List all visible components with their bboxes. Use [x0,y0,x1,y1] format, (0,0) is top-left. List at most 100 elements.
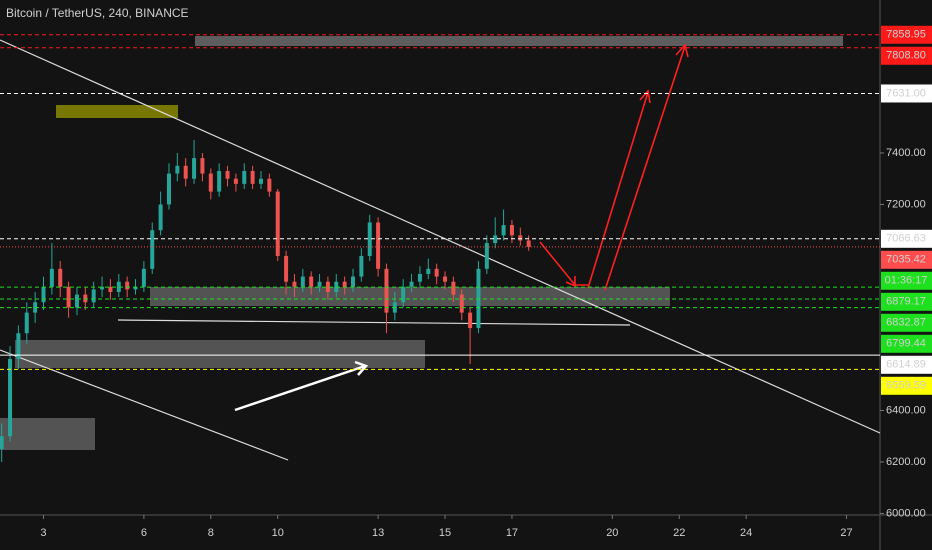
candle-body [74,294,79,308]
candle-body [58,268,63,287]
candle-body [317,281,322,287]
trendline [117,319,631,326]
candle-body [284,255,289,282]
candle-body [8,358,13,437]
candle-body [141,268,146,287]
candle-body [359,255,364,277]
price-label: 6614.89 [886,359,926,371]
x-tick-label: 22 [673,527,685,539]
candle-body [208,173,213,192]
price-label: 6799.44 [886,338,926,350]
price-label-bg [881,271,932,290]
candle-body [484,243,489,269]
candle-body [24,312,29,334]
candle-body [292,281,297,287]
price-label: 7858.95 [886,29,926,41]
candle-body [493,235,498,244]
candle-body [443,276,448,282]
x-tick-label: 24 [740,527,752,539]
candle-body [133,286,138,290]
candle-body [351,276,356,287]
y-tick-label: 7200.00 [886,198,926,210]
candle-body [175,165,180,174]
price-label: 6559.59 [886,380,926,392]
candle-body [250,170,255,184]
price-label: 7631.00 [886,87,926,99]
candle-body [233,178,238,184]
arrow [587,89,651,289]
candle-body [459,294,464,313]
candle-body [16,333,21,359]
candle-body [200,158,205,174]
candle-body [217,170,222,192]
y-tick-label: 6000.00 [886,507,926,519]
candle-body [192,158,197,179]
candle-body [342,281,347,287]
candle-body [100,286,105,290]
y-tick-label: 6200.00 [886,456,926,468]
drawings [0,36,881,461]
candle-body [468,312,473,329]
zone [195,36,843,46]
candle-body [66,286,71,308]
arrow [539,241,588,288]
price-label-bg [881,292,932,311]
candle-body [409,281,414,287]
candle-body [166,173,171,205]
candle-body [150,230,155,269]
price-label-bg [881,250,932,269]
y-tick-label: 7400.00 [886,147,926,159]
x-tick-label: 17 [506,527,518,539]
candle-body [526,240,531,247]
price-label: 6832.87 [886,317,926,329]
trendline [0,39,881,434]
x-tick-label: 8 [208,527,214,539]
candle-body [451,281,456,295]
price-label-bg [881,313,932,332]
x-tick-label: 10 [272,527,284,539]
candle-body [91,289,96,303]
zone [0,418,95,450]
trendline [0,349,289,461]
candle-body [83,294,88,303]
candle-body [426,268,431,274]
candle-body [275,191,280,256]
candle-body [158,204,163,231]
price-label-bg [881,376,932,395]
y-tick-label: 6400.00 [886,404,926,416]
candle-body [183,165,188,179]
candle-body [49,268,54,287]
price-label: 01:36:17 [885,275,928,287]
chart-title: Bitcoin / TetherUS, 240, BINANCE [6,6,189,20]
candle-body [41,286,46,303]
candle-body [0,436,4,450]
price-label: 7066.63 [886,233,926,245]
candle-body [384,268,389,313]
price-label: 6879.17 [886,296,926,308]
candle-body [300,276,305,287]
x-tick-label: 15 [439,527,451,539]
candle-body [108,286,113,293]
candle-body [501,225,506,236]
price-label-bg [881,25,932,44]
x-tick-label: 20 [606,527,618,539]
price-label-bg [881,229,932,248]
candle-body [367,222,372,256]
price-label: 7035.42 [886,254,926,266]
candle-body [267,178,272,192]
candle-body [401,286,406,303]
price-label: 7808.80 [886,50,926,62]
arrow [234,360,369,412]
zone [150,287,670,306]
x-tick-label: 27 [840,527,852,539]
candle-body [417,273,422,282]
candle-body [125,281,130,290]
x-tick-label: 3 [40,527,46,539]
candle-body [309,276,314,287]
candle-body [242,170,247,184]
candle-body [376,222,381,269]
x-tick-label: 6 [141,527,147,539]
x-tick-label: 13 [372,527,384,539]
